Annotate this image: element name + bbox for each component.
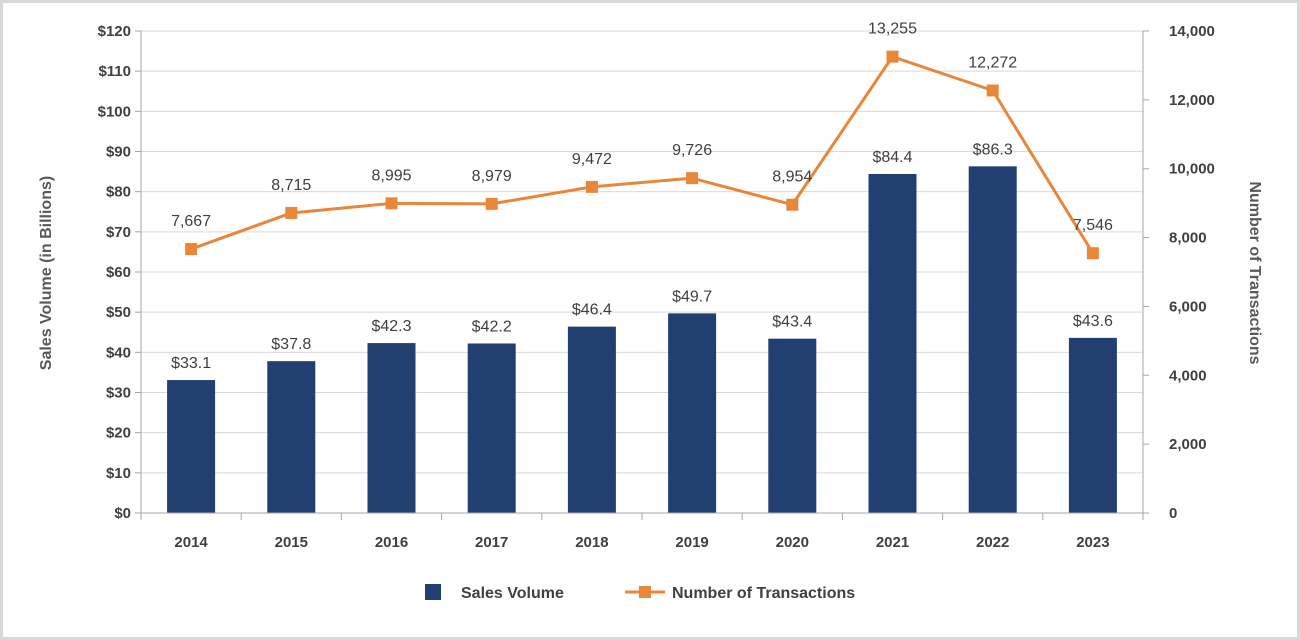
line-data-label: 8,954	[772, 169, 812, 186]
legend-swatch-sales-volume	[425, 584, 441, 600]
line-data-label: 8,979	[472, 168, 512, 185]
bar-series	[167, 166, 1117, 513]
point-transactions	[385, 197, 398, 210]
line-data-label: 9,726	[672, 142, 712, 159]
left-tick-label: $70	[106, 224, 131, 241]
line-data-label: 13,255	[868, 21, 917, 38]
line-data-label: 7,667	[171, 213, 211, 230]
line-data-label: 9,472	[572, 151, 612, 168]
bar-sales-volume	[167, 380, 216, 513]
bar-data-label: $46.4	[572, 302, 612, 319]
left-tick-label: $50	[106, 304, 131, 321]
bar-sales-volume	[968, 166, 1017, 513]
legend: Sales Volume Number of Transactions	[425, 584, 855, 602]
bar-data-label: $33.1	[171, 355, 211, 372]
bar-data-label: $49.7	[672, 288, 712, 305]
bar-data-label: $37.8	[271, 336, 311, 353]
x-tick-label: 2021	[876, 534, 909, 551]
left-axis-title: Sales Volume (in Billions)	[38, 176, 55, 370]
left-tick-label: $100	[98, 103, 131, 120]
x-tick-label: 2014	[174, 534, 208, 551]
sales-transactions-chart: $0 $10 $20 $30 $40 $50 $60 $70 $80 $90 $100 $110 $12…	[38, 21, 1263, 602]
bar-data-label: $43.6	[1073, 313, 1113, 330]
bar-sales-volume	[1068, 337, 1117, 513]
left-tick-label: $80	[106, 184, 131, 201]
bar-data-label: $84.4	[872, 149, 912, 166]
bar-sales-volume	[367, 343, 416, 513]
point-transactions	[886, 50, 899, 63]
legend-marker-transactions	[639, 586, 651, 598]
point-transactions	[285, 206, 298, 219]
bar-data-label: $86.3	[973, 141, 1013, 158]
right-tick-label: 4,000	[1169, 367, 1207, 384]
x-tick-label: 2016	[375, 534, 408, 551]
right-tick-label: 14,000	[1169, 23, 1215, 40]
legend-label-sales-volume: Sales Volume	[461, 585, 564, 602]
x-tick-label: 2018	[575, 534, 608, 551]
bar-data-label: $42.2	[472, 318, 512, 335]
right-tick-label: 10,000	[1169, 161, 1215, 178]
point-transactions	[185, 243, 198, 256]
right-tick-label: 12,000	[1169, 92, 1215, 109]
legend-label-transactions: Number of Transactions	[672, 585, 855, 602]
line-data-label: 8,995	[371, 167, 411, 184]
bar-sales-volume	[868, 173, 917, 513]
line-data-label: 12,272	[968, 54, 1017, 71]
bar-sales-volume	[768, 338, 817, 513]
x-tick-label: 2022	[976, 534, 1009, 551]
line-data-label: 7,546	[1073, 217, 1113, 234]
line-series	[185, 50, 1099, 260]
x-tick-label: 2017	[475, 534, 508, 551]
left-tick-label: $120	[98, 23, 131, 40]
right-tick-label: 8,000	[1169, 230, 1207, 247]
x-tick-label: 2023	[1076, 534, 1109, 551]
left-tick-label: $110	[98, 63, 131, 80]
left-tick-label: $20	[106, 425, 131, 442]
point-transactions	[1086, 247, 1099, 260]
left-tick-label: $90	[106, 144, 131, 161]
x-tick-label: 2015	[275, 534, 308, 551]
left-tick-label: $30	[106, 385, 131, 402]
left-tick-label: $10	[106, 465, 131, 482]
point-transactions	[686, 172, 699, 185]
point-transactions	[585, 180, 598, 193]
right-tick-label: 2,000	[1169, 436, 1207, 453]
bar-sales-volume	[267, 361, 316, 513]
x-tick-label: 2020	[776, 534, 809, 551]
line-transactions	[190, 55, 1095, 254]
data-labels: $33.1 $37.8 $42.3 $42.2 $46.4 $49.7 $43.4 $84.4…	[171, 21, 1113, 372]
bar-data-label: $43.4	[772, 314, 812, 331]
right-tick-label: 0	[1169, 505, 1177, 522]
x-tick-label: 2019	[675, 534, 708, 551]
right-axis-title: Number of Transactions	[1246, 181, 1263, 364]
left-tick-label: $40	[106, 344, 131, 361]
bar-sales-volume	[668, 313, 717, 513]
bar-sales-volume	[467, 343, 516, 513]
point-transactions	[786, 198, 799, 211]
bar-sales-volume	[567, 326, 616, 513]
axes: $0 $10 $20 $30 $40 $50 $60 $70 $80 $90 $100 $110 $12…	[98, 23, 1215, 551]
point-transactions	[485, 197, 498, 210]
line-data-label: 8,715	[271, 177, 311, 194]
bar-data-label: $42.3	[371, 318, 411, 335]
left-tick-label: $0	[114, 505, 131, 522]
right-tick-label: 6,000	[1169, 298, 1207, 315]
left-tick-label: $60	[106, 264, 131, 281]
point-transactions	[986, 84, 999, 97]
